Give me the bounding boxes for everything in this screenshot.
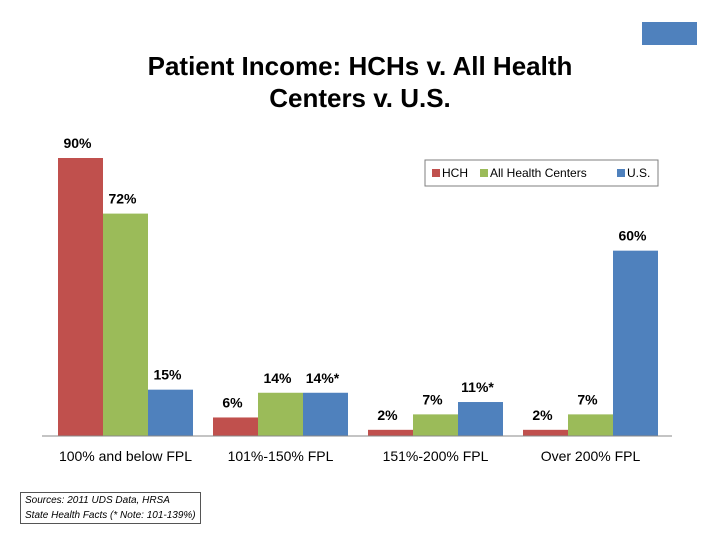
bar-all-health-centers-1 xyxy=(258,392,303,436)
bar-u-s--3 xyxy=(613,250,658,436)
sources-line-1: Sources: 2011 UDS Data, HRSA xyxy=(25,495,170,506)
value-label: 2% xyxy=(532,407,553,423)
value-labels-layer: 90% 72% 15% 6% 14% 14%* 2% 7% 11%* 2% 7% 60% xyxy=(63,135,647,423)
category-labels-layer: 100% and below FPL 101%-150% FPL 151%-200%… xyxy=(59,448,641,464)
bar-hch-3 xyxy=(523,429,568,436)
value-label: 15% xyxy=(153,367,182,383)
value-label: 6% xyxy=(222,394,243,410)
value-label: 72% xyxy=(108,191,137,207)
category-label: 101%-150% FPL xyxy=(228,448,334,464)
category-label: Over 200% FPL xyxy=(541,448,641,464)
bar-hch-1 xyxy=(213,417,258,436)
value-label: 90% xyxy=(63,135,92,151)
value-label: 11%* xyxy=(461,379,494,395)
category-label: 151%-200% FPL xyxy=(383,448,489,464)
sources-line-2: State Health Facts (* Note: 101-139%) xyxy=(25,510,196,521)
bar-u-s--0 xyxy=(148,389,193,436)
legend-label: All Health Centers xyxy=(490,166,587,180)
value-label: 7% xyxy=(422,391,443,407)
legend-swatch xyxy=(480,169,488,177)
category-label: 100% and below FPL xyxy=(59,448,192,464)
value-label: 14%* xyxy=(306,370,340,386)
value-label: 2% xyxy=(377,407,398,423)
legend: HCH All Health Centers U.S. xyxy=(424,159,659,187)
bar-u-s--1 xyxy=(303,392,348,436)
legend-swatch xyxy=(617,169,625,177)
bars-layer xyxy=(58,158,658,436)
bar-all-health-centers-3 xyxy=(568,414,613,436)
bar-hch-2 xyxy=(368,429,413,436)
sources-note: Sources: 2011 UDS Data, HRSA State Healt… xyxy=(20,492,201,524)
bar-all-health-centers-0 xyxy=(103,213,148,436)
legend-label: U.S. xyxy=(627,166,650,180)
title-line-1: Patient Income: HCHs v. All Health xyxy=(147,51,573,81)
accent-block xyxy=(642,22,697,45)
bar-all-health-centers-2 xyxy=(413,414,458,436)
value-label: 7% xyxy=(577,391,598,407)
legend-label: HCH xyxy=(442,166,468,180)
value-label: 60% xyxy=(618,228,647,244)
legend-swatch xyxy=(432,169,440,177)
bar-hch-0 xyxy=(58,158,103,436)
title-line-2: Centers v. U.S. xyxy=(269,83,451,113)
value-label: 14% xyxy=(263,370,292,386)
bar-u-s--2 xyxy=(458,402,503,436)
chart-title: Patient Income: HCHs v. All Health Cente… xyxy=(80,50,640,114)
